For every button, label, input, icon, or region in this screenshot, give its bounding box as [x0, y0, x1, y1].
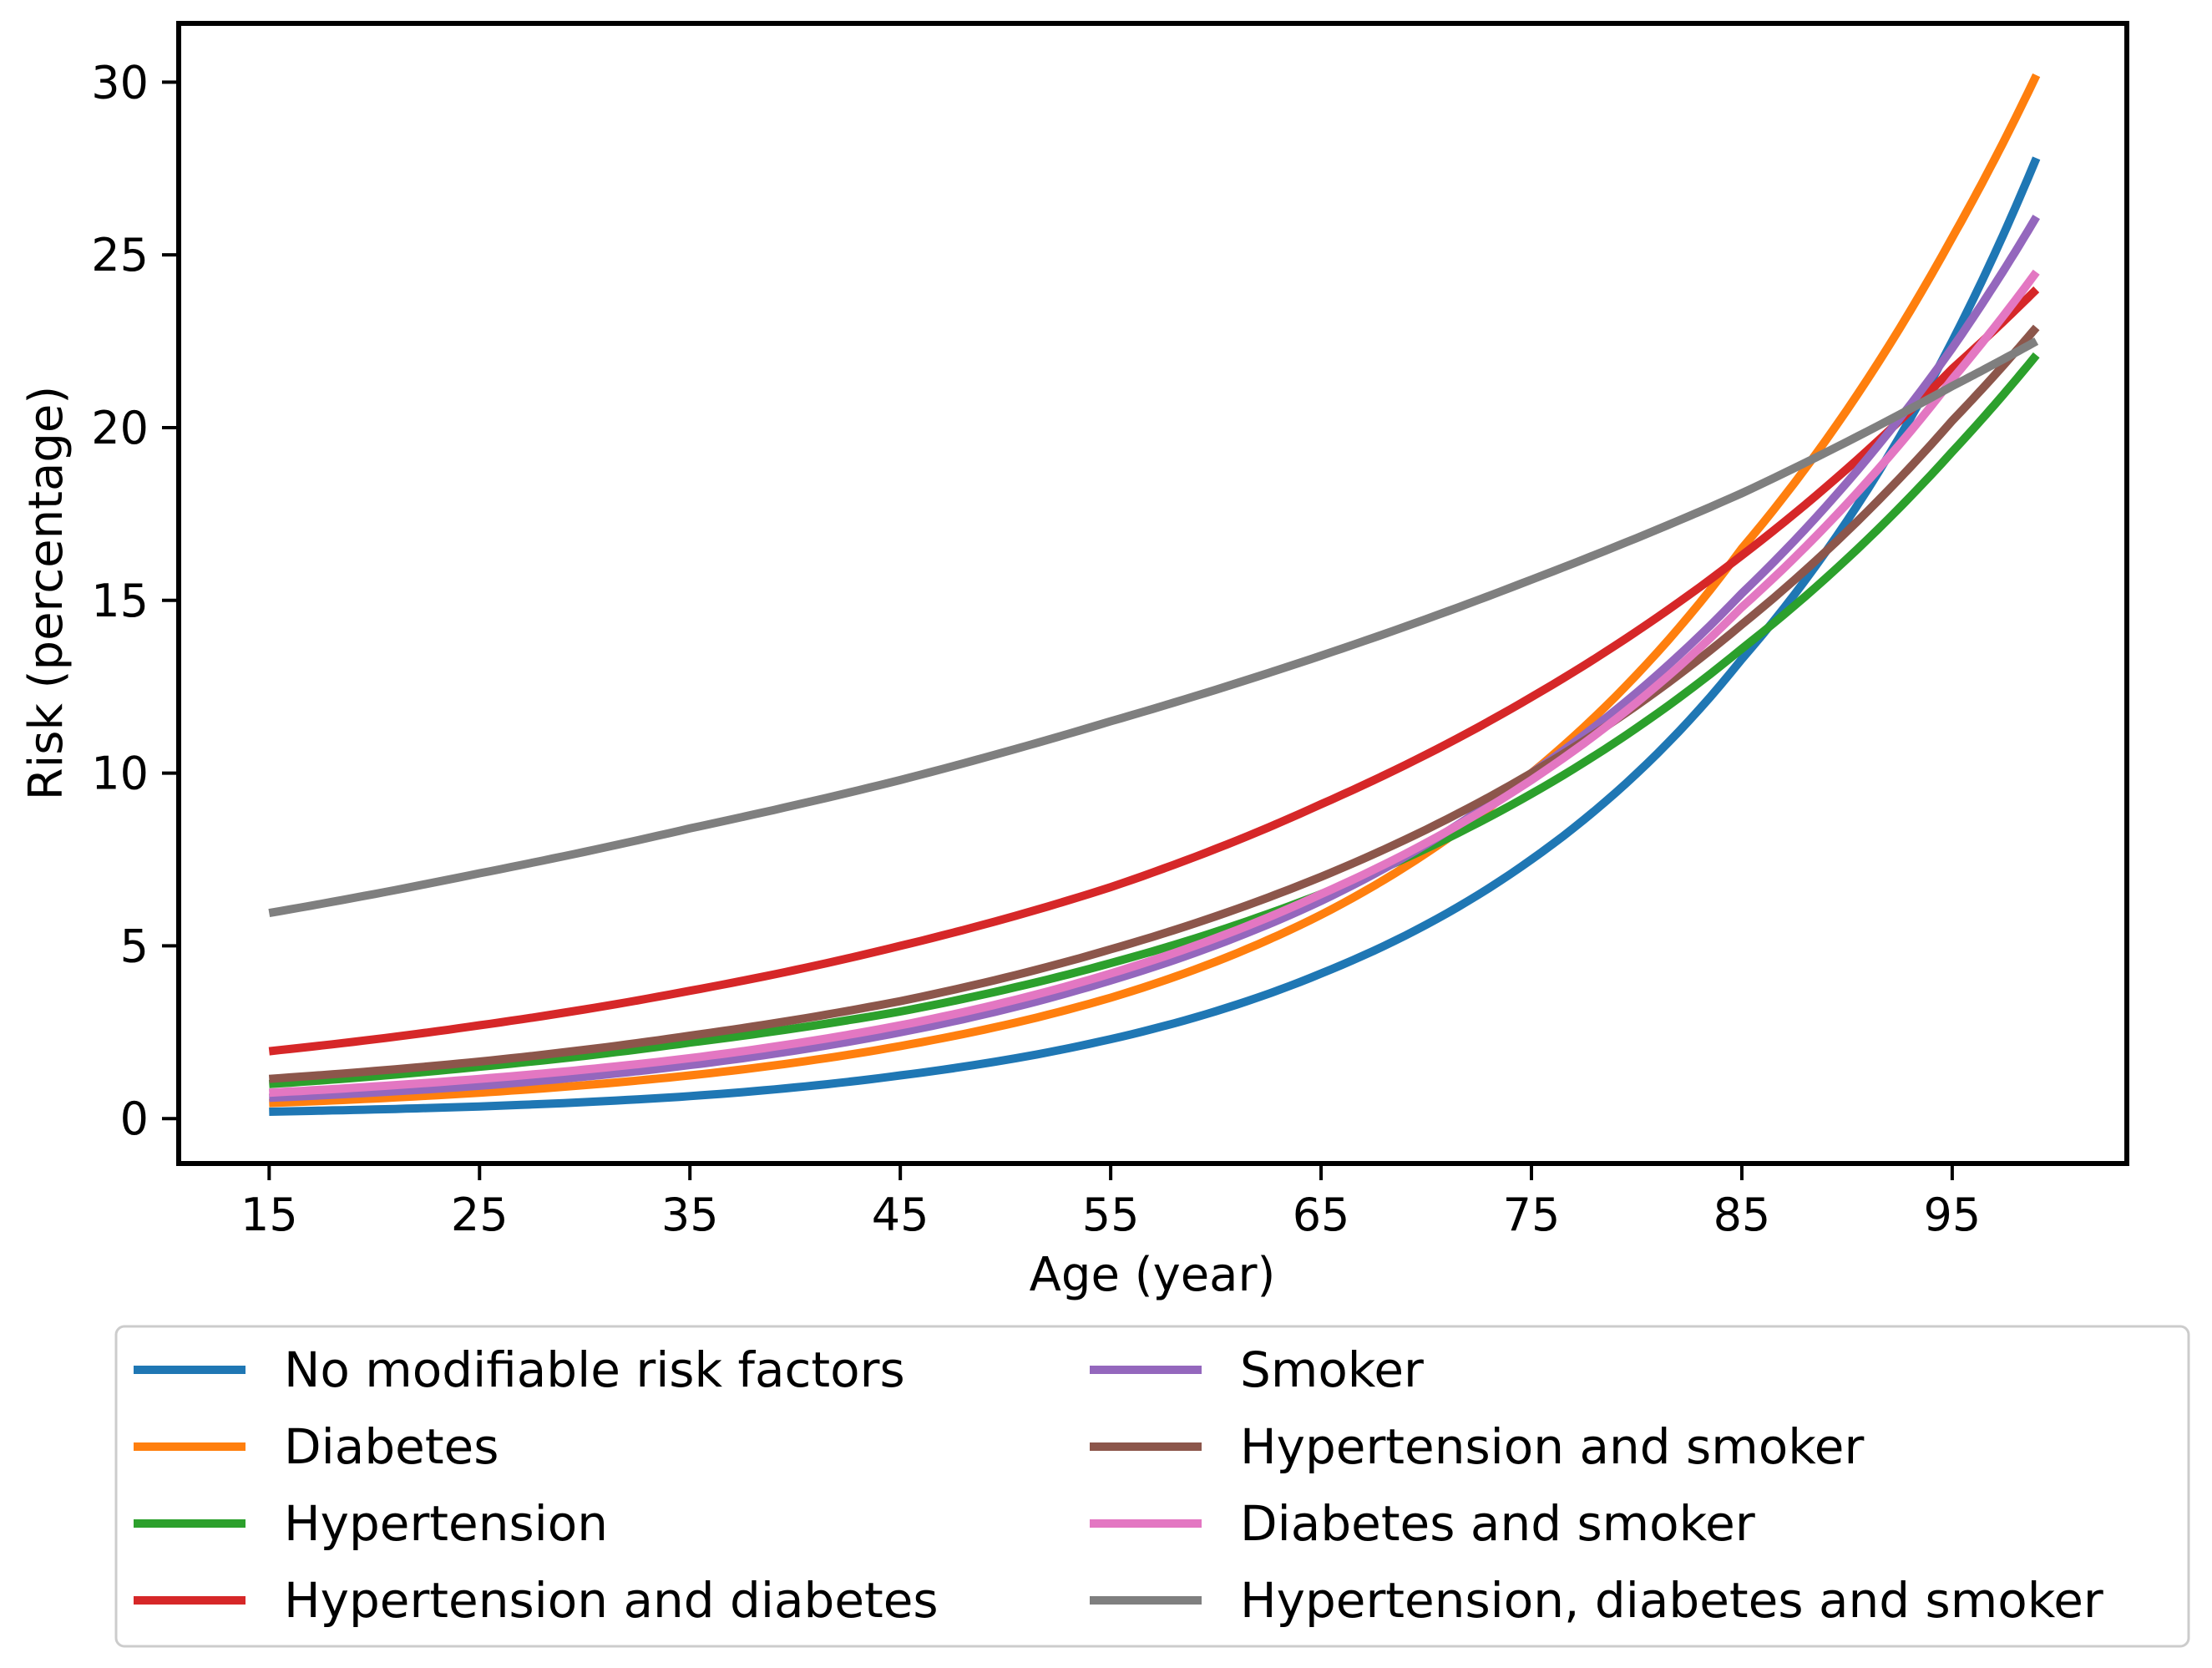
plot-frame: [176, 21, 2129, 1166]
series-line-5: [269, 215, 2040, 1103]
x-axis-ticks: 15 25 35 45 55 65 75 85 95: [240, 1164, 1981, 1241]
series-lines: [268, 73, 2041, 1116]
y-tick-label: 15: [91, 575, 149, 627]
y-axis-ticks: 0 5 10 15 20 25 30: [91, 56, 179, 1145]
legend-label: Hypertension and smoker: [1240, 1418, 1864, 1475]
x-tick-label: 55: [1082, 1189, 1140, 1241]
series-line-8: [268, 337, 2039, 918]
legend-label: Hypertension and diabetes: [284, 1572, 939, 1629]
legend-box: [114, 1325, 2190, 1648]
y-axis-label: Risk (percentage): [19, 386, 73, 800]
series-line-2: [269, 73, 2041, 1108]
legend-label: Hypertension: [284, 1495, 608, 1552]
legend-label: Diabetes and smoker: [1240, 1495, 1755, 1552]
series-line-4: [268, 286, 2040, 1056]
series-line-3: [268, 352, 2040, 1088]
legend-label: Diabetes: [284, 1418, 499, 1475]
x-tick-label: 65: [1293, 1189, 1350, 1241]
series-line-1: [269, 156, 2041, 1116]
series-line-6: [268, 324, 2040, 1083]
y-tick-label: 0: [120, 1093, 149, 1145]
series-line-7: [269, 269, 2040, 1098]
x-tick-label: 45: [872, 1189, 929, 1241]
y-tick-label: 10: [91, 748, 149, 800]
x-axis-label: Age (year): [1030, 1248, 1276, 1302]
y-tick-label: 20: [91, 402, 149, 454]
x-tick-label: 95: [1924, 1189, 1982, 1241]
y-tick-label: 25: [91, 229, 149, 281]
legend: No modifiable risk factors Diabetes Hypert…: [134, 1341, 2103, 1629]
x-tick-label: 35: [661, 1189, 719, 1241]
x-tick-label: 85: [1713, 1189, 1771, 1241]
x-tick-label: 15: [240, 1189, 298, 1241]
x-tick-label: 25: [451, 1189, 509, 1241]
legend-label: Hypertension, diabetes and smoker: [1240, 1572, 2103, 1629]
y-tick-label: 5: [120, 920, 149, 972]
legend-label: No modifiable risk factors: [284, 1341, 905, 1398]
legend-label: Smoker: [1240, 1341, 1424, 1398]
y-tick-label: 30: [91, 56, 149, 109]
x-tick-label: 75: [1503, 1189, 1561, 1241]
